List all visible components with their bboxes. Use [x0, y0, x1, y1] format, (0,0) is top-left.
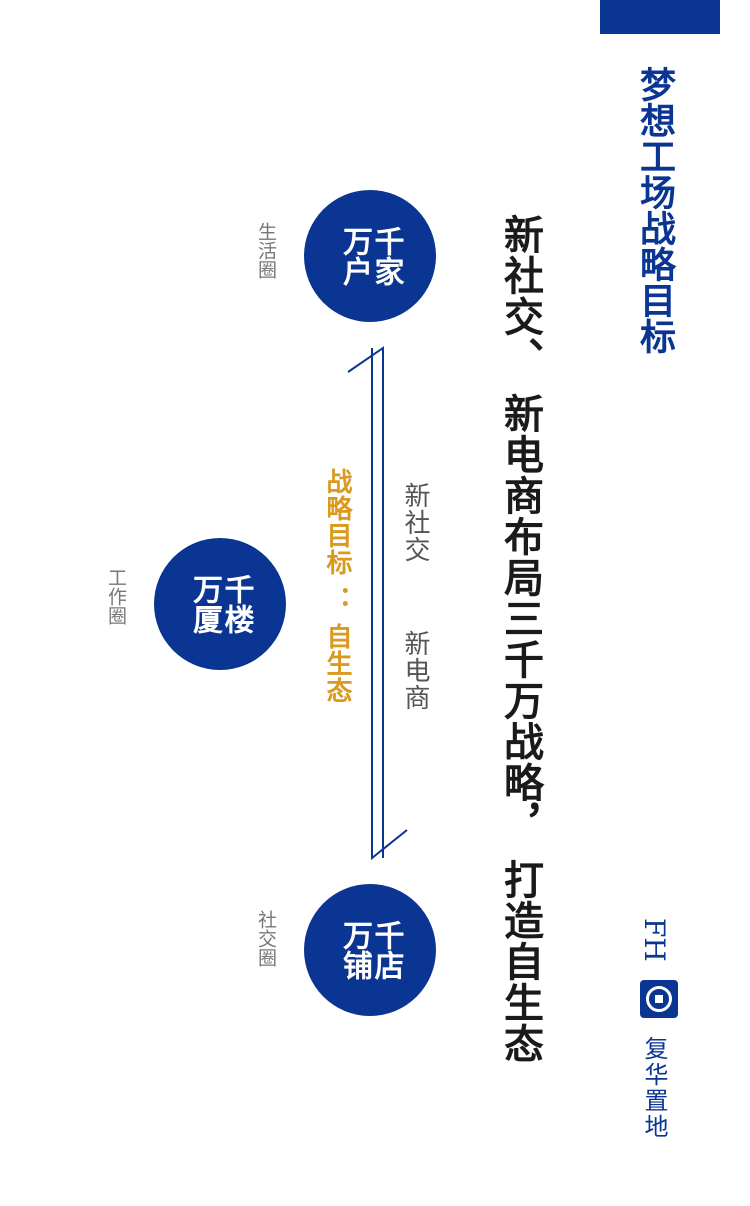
circle-top: 千家万户 — [304, 190, 436, 322]
logo-company-name: 复华置地 — [640, 1036, 668, 1140]
circle-middle-label: 千楼万厦 — [187, 574, 254, 634]
circle-bottom-caption: 社交圈 — [255, 910, 277, 967]
strategic-goal-label: 战略目标 ： 自生态 — [322, 468, 352, 705]
logo-emblem-icon — [640, 980, 678, 1018]
circle-bottom-label: 千店万铺 — [337, 920, 404, 980]
circle-middle-caption: 工作圈 — [105, 568, 127, 625]
circle-top-label: 千家万户 — [337, 226, 404, 286]
arrow-label-ecommerce: 新电商 — [400, 630, 430, 711]
company-logo: FH 复华置地 — [636, 918, 686, 1158]
page-title: 梦想工场战略目标 — [634, 66, 675, 354]
top-accent-bar — [600, 0, 720, 34]
arrow-label-social: 新社交 — [400, 482, 430, 563]
page-subtitle: 新社交、 新电商布局三千万战略， 打造自生态 — [497, 214, 543, 1064]
circle-top-caption: 生活圈 — [255, 222, 277, 279]
circle-middle: 千楼万厦 — [154, 538, 286, 670]
logo-letters: FH — [638, 918, 671, 962]
circle-bottom: 千店万铺 — [304, 884, 436, 1016]
